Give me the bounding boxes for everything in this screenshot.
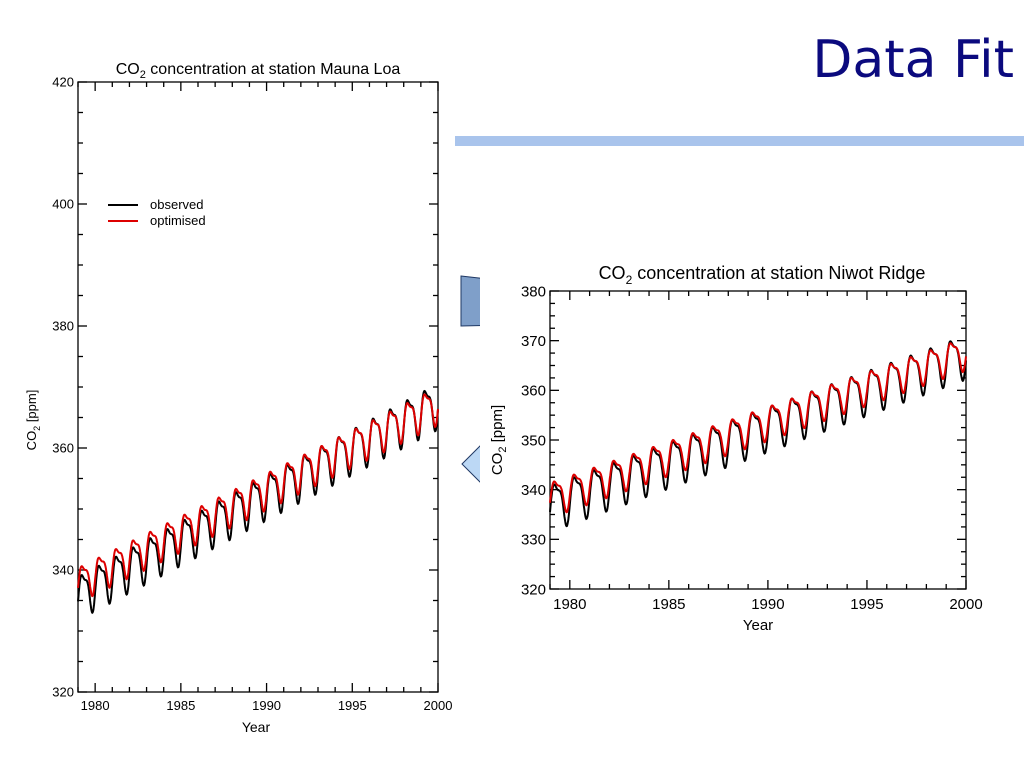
x-tick-label: 1985: [652, 596, 685, 613]
x-axis-label: Year: [242, 719, 271, 735]
y-tick-label: 360: [52, 441, 74, 456]
x-tick-label: 1985: [166, 698, 195, 713]
chart-mauna-loa: 1980 1985 1990 1995 2000 320 340 360 380 400 420 C…: [24, 61, 453, 735]
y-axis-label: CO2 [ppm]: [489, 405, 509, 475]
x-tick-label: 1980: [553, 596, 586, 613]
y-axis-label: CO2 [ppm]: [24, 390, 42, 451]
y-tick-label: 320: [52, 685, 74, 700]
legend: observed optimised: [108, 197, 206, 228]
y-tick-label: 400: [52, 197, 74, 212]
x-tick-label: 2000: [424, 698, 453, 713]
x-tick-label: 1980: [81, 698, 110, 713]
chart-niwot-ridge: 1980 1985 1990 1995 2000 320 330 340 350 360 370 38…: [480, 255, 1000, 640]
y-tick-label: 320: [521, 581, 546, 598]
y-tick-label: 380: [521, 283, 546, 300]
x-tick-label: 1995: [850, 596, 883, 613]
y-tick-label: 330: [521, 532, 546, 549]
y-tick-label: 360: [521, 383, 546, 400]
legend-label-observed: observed: [150, 197, 203, 212]
x-axis-label: Year: [743, 617, 773, 634]
x-tick-label: 1990: [252, 698, 281, 713]
legend-label-optimised: optimised: [150, 213, 206, 228]
y-tick-label: 370: [521, 333, 546, 350]
y-tick-label: 380: [52, 319, 74, 334]
plot-frame: [77, 81, 439, 693]
x-tick-label: 1995: [338, 698, 367, 713]
y-tick-label: 340: [521, 482, 546, 499]
chart-background: [480, 255, 1000, 640]
y-tick-label: 420: [52, 75, 74, 90]
slide-title: Data Fit: [812, 30, 1014, 90]
x-tick-label: 2000: [949, 596, 982, 613]
series-line-optimised: [549, 342, 967, 514]
title-accent-bar: [455, 136, 1024, 146]
y-tick-label: 340: [52, 563, 74, 578]
chart-title: CO2 concentration at station Mauna Loa: [116, 61, 401, 81]
chart-title: CO2 concentration at station Niwot Ridge: [599, 263, 926, 287]
series-line-observed: [77, 389, 439, 615]
x-tick-label: 1990: [751, 596, 784, 613]
series-line-optimised: [77, 393, 439, 598]
y-tick-label: 350: [521, 432, 546, 449]
